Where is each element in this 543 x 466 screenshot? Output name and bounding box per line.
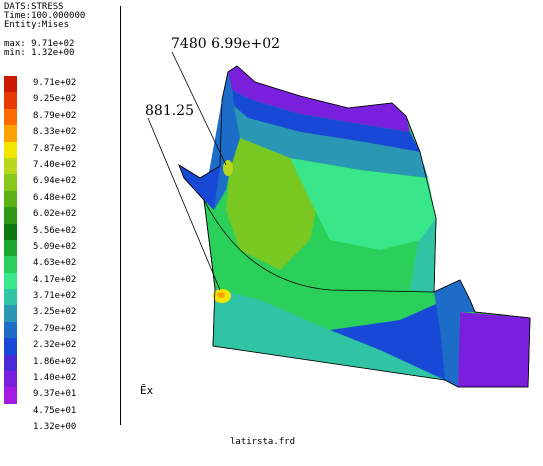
hotspot-lower-core bbox=[217, 292, 225, 298]
dataset-label: DATS:STRESS bbox=[4, 2, 64, 12]
legend-label: 6.94e+02 bbox=[33, 176, 77, 187]
legend-swatch bbox=[4, 157, 17, 175]
legend-label: 5.09e+02 bbox=[33, 241, 77, 252]
panel-divider bbox=[120, 6, 121, 425]
upper-annotation: 7480 6.99e+02 bbox=[171, 36, 281, 52]
model-outline bbox=[178, 65, 531, 388]
legend-swatch bbox=[4, 207, 17, 224]
internal-boundary bbox=[203, 199, 435, 293]
legend-label: 3.71e+02 bbox=[33, 291, 77, 302]
top-blue-band bbox=[232, 90, 420, 152]
legend-label: 1.32e+00 bbox=[33, 422, 77, 433]
lower-leader-line bbox=[147, 117, 221, 291]
legend-label: 6.48e+02 bbox=[33, 192, 77, 203]
legend-swatch bbox=[4, 239, 17, 257]
legend-label: 1.40e+02 bbox=[33, 373, 77, 384]
legend-label: 9.25e+02 bbox=[33, 94, 77, 105]
mid-green bbox=[290, 158, 436, 250]
legend-label: 2.32e+02 bbox=[33, 340, 77, 351]
entity-label: Entity:Mises bbox=[4, 20, 70, 30]
legend-swatch bbox=[4, 338, 17, 355]
legend-swatch bbox=[4, 125, 17, 142]
lower-region-teal bbox=[213, 288, 445, 380]
filename-label: latirsta.frd bbox=[230, 437, 296, 447]
legend-label: 6.02e+02 bbox=[33, 209, 77, 220]
right-block-purple bbox=[458, 312, 530, 387]
legend-label: 9.71e+02 bbox=[33, 78, 77, 88]
legend-swatch bbox=[4, 76, 17, 93]
legend-swatch bbox=[4, 321, 17, 339]
legend-swatch bbox=[4, 174, 17, 191]
lower-annotation: 881.25 bbox=[145, 103, 194, 119]
legend-swatch bbox=[4, 141, 17, 158]
notch-spike bbox=[179, 165, 220, 210]
right-lower-band bbox=[410, 218, 436, 292]
upper-teal-band bbox=[234, 106, 428, 178]
legend-swatch bbox=[4, 371, 17, 388]
legend-swatch bbox=[4, 387, 17, 404]
legend-label: 8.79e+02 bbox=[33, 110, 77, 121]
legend-label: 5.56e+02 bbox=[33, 225, 77, 236]
legend-label: 9.37e+01 bbox=[33, 389, 77, 400]
axis-triad-icon: Ẽx bbox=[140, 384, 154, 397]
legend-label: 2.79e+02 bbox=[33, 323, 77, 334]
legend-swatch bbox=[4, 272, 17, 290]
legend-swatch bbox=[4, 354, 17, 372]
legend-label: 7.87e+02 bbox=[33, 143, 77, 154]
legend-label: 4.75e+01 bbox=[33, 405, 77, 416]
legend-label: 1.86e+02 bbox=[33, 356, 77, 367]
min-value: min: 1.32e+00 bbox=[4, 48, 75, 58]
time-label: Time:100.000000 bbox=[4, 11, 86, 21]
right-block-blue bbox=[434, 280, 475, 387]
legend-swatch bbox=[4, 256, 17, 273]
legend-label: 4.17e+02 bbox=[33, 274, 77, 285]
legend-swatch bbox=[4, 108, 17, 126]
legend-label: 8.33e+02 bbox=[33, 127, 77, 138]
bottom-blue bbox=[330, 300, 460, 380]
legend-label: 4.63e+02 bbox=[33, 258, 77, 269]
legend-swatch bbox=[4, 190, 17, 208]
legend-label: 3.25e+02 bbox=[33, 307, 77, 318]
upper-leader-line bbox=[171, 51, 227, 166]
legend-swatch bbox=[4, 223, 17, 240]
legend-swatch bbox=[4, 289, 17, 306]
max-value: max: 9.71e+02 bbox=[4, 39, 75, 49]
legend-swatch bbox=[4, 92, 17, 109]
legend-swatch bbox=[4, 305, 17, 322]
result-header: DATS:STRESS Time:100.000000 Entity:Mises… bbox=[4, 3, 85, 58]
legend-label: 7.40e+02 bbox=[33, 159, 77, 170]
top-purple-band bbox=[228, 66, 410, 132]
